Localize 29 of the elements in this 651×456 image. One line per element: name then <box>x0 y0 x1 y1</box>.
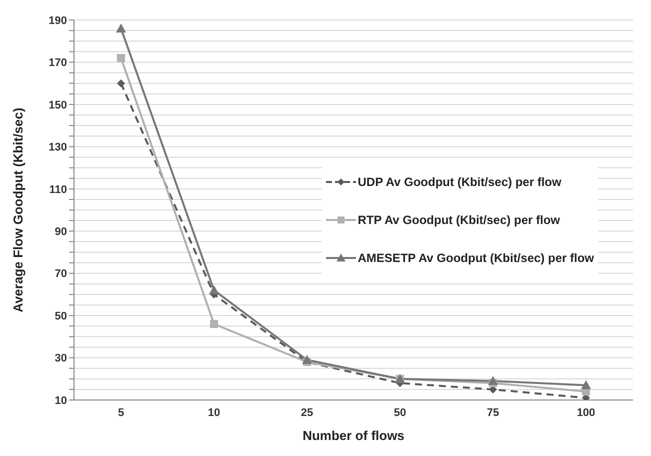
point <box>581 380 591 390</box>
point <box>116 23 126 32</box>
x-tick-label: 10 <box>208 406 220 419</box>
point <box>209 285 219 294</box>
legend-label: AMESETP Av Goodput (Kbit/sec) per flow <box>358 251 594 265</box>
x-tick-label: 5 <box>118 406 124 419</box>
legend-label: UDP Av Goodput (Kbit/sec) per flow <box>358 175 562 189</box>
y-tick-label: 110 <box>49 184 67 196</box>
x-tick-label: 75 <box>486 406 500 419</box>
y-tick-label: 130 <box>48 142 67 154</box>
y-tick-label: 30 <box>54 352 67 365</box>
x-axis-title: Number of flows <box>302 428 404 443</box>
y-tick-label: 90 <box>54 226 67 238</box>
y-axis-title: Average Flow Goodput (Kbit/sec) <box>10 108 26 312</box>
y-tick-label: 50 <box>54 310 67 322</box>
y-tick-label: 70 <box>54 268 67 280</box>
point <box>210 320 218 328</box>
x-tick-label: 25 <box>300 406 314 419</box>
x-tick-label: 100 <box>576 406 596 419</box>
y-tick-label: 190 <box>48 14 67 27</box>
y-tick-label: 150 <box>48 99 67 112</box>
x-tick-label: 50 <box>394 406 406 419</box>
point <box>302 354 312 364</box>
point <box>488 376 498 385</box>
point <box>117 79 125 88</box>
legend-label: RTP Av Goodput (Kbit/sec) per flow <box>358 213 560 227</box>
y-tick-label: 170 <box>48 57 67 70</box>
point <box>117 54 125 62</box>
y-tick-label: 10 <box>54 394 67 407</box>
